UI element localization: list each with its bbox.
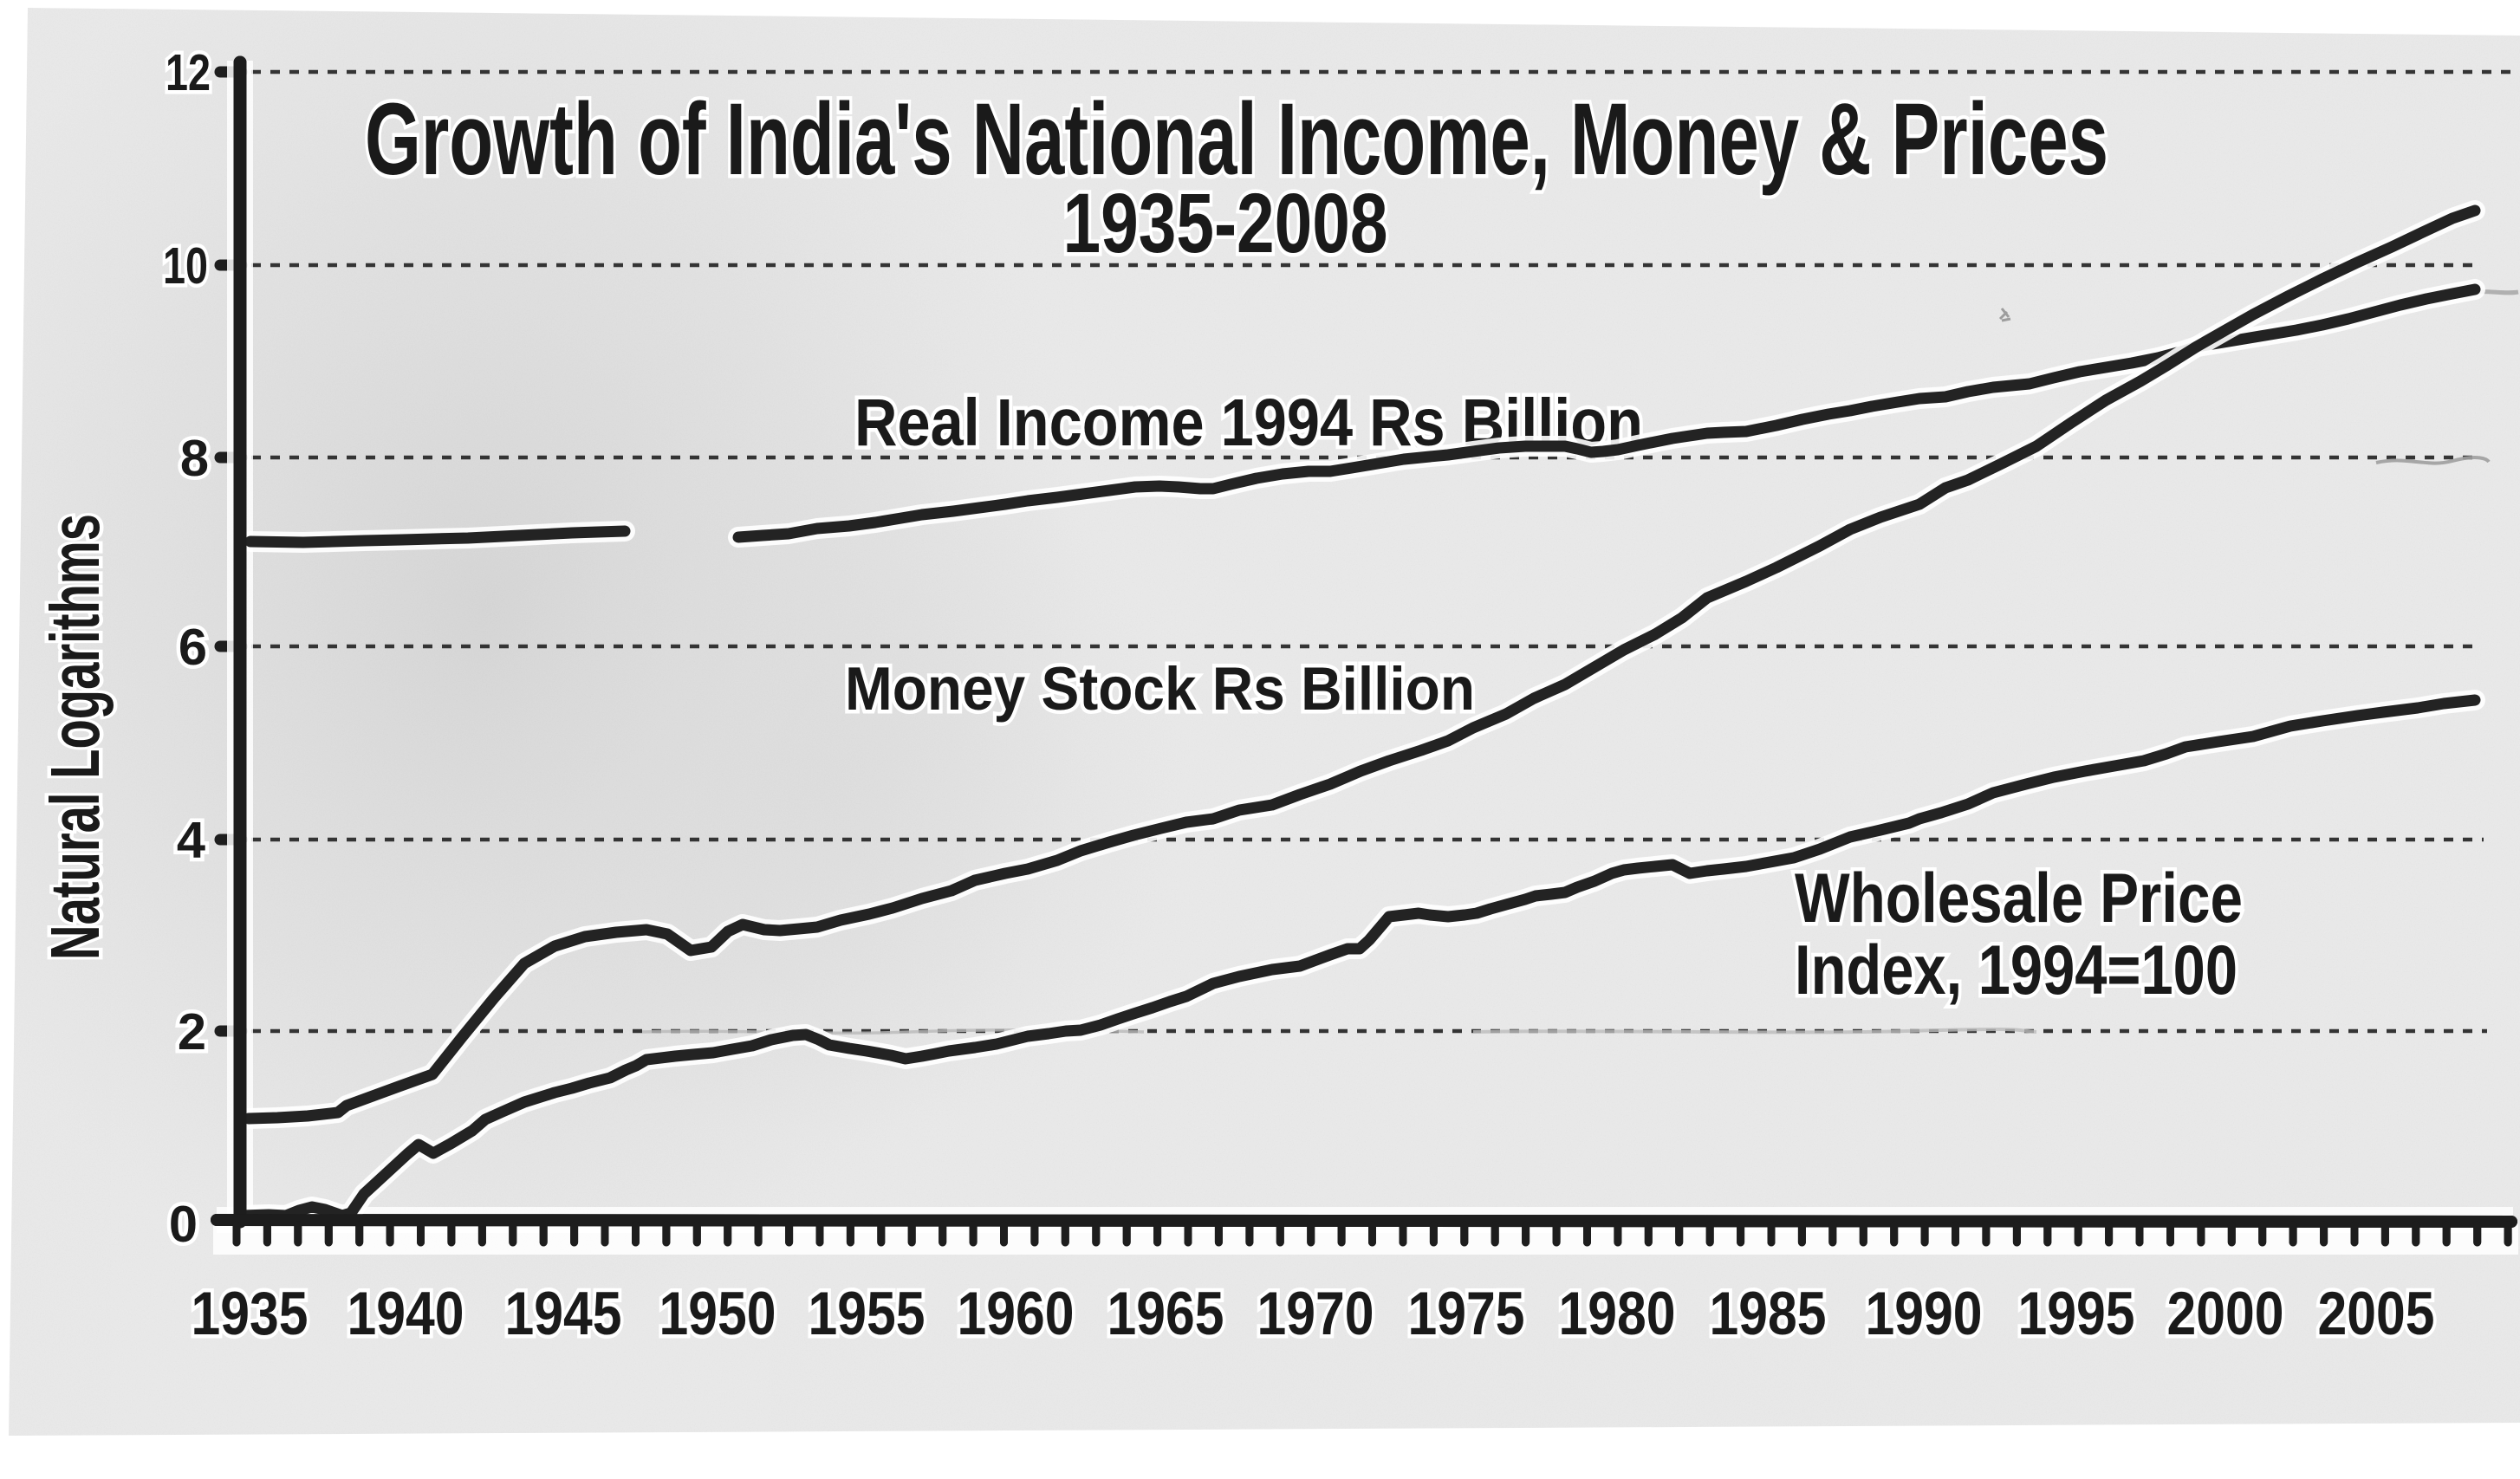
svg-text:1970: 1970 <box>1257 1280 1374 1348</box>
svg-text:4: 4 <box>177 811 205 869</box>
svg-text:Wholesale Price: Wholesale Price <box>1795 860 2243 937</box>
svg-text:1965: 1965 <box>1107 1280 1224 1348</box>
svg-text:6: 6 <box>179 618 207 676</box>
svg-text:2: 2 <box>178 1002 206 1061</box>
svg-text:1985: 1985 <box>1710 1280 1827 1348</box>
svg-text:12: 12 <box>166 43 211 101</box>
svg-text:1945: 1945 <box>505 1280 622 1348</box>
svg-text:1950: 1950 <box>659 1280 776 1348</box>
svg-text:1935: 1935 <box>192 1280 309 1348</box>
svg-text:10: 10 <box>163 237 208 295</box>
svg-text:2005: 2005 <box>2318 1280 2435 1348</box>
svg-text:1980: 1980 <box>1559 1280 1676 1348</box>
svg-text:Growth of India's National Inc: Growth of India's National Income, Money… <box>365 81 2108 196</box>
svg-text:1975: 1975 <box>1408 1280 1525 1348</box>
svg-text:Money Stock Rs Billion: Money Stock Rs Billion <box>845 655 1475 723</box>
svg-text:8: 8 <box>180 429 209 487</box>
svg-text:1955: 1955 <box>809 1280 926 1348</box>
svg-text:2000: 2000 <box>2167 1280 2284 1348</box>
svg-text:1935-2008: 1935-2008 <box>1063 175 1388 270</box>
svg-text:1995: 1995 <box>2018 1280 2135 1348</box>
svg-text:0: 0 <box>169 1195 198 1253</box>
svg-text:Natural Logarithms: Natural Logarithms <box>36 514 114 960</box>
svg-text:1960: 1960 <box>958 1280 1075 1348</box>
svg-text:1940: 1940 <box>347 1280 464 1348</box>
svg-text:1990: 1990 <box>1866 1280 1983 1348</box>
svg-text:Index, 1994=100: Index, 1994=100 <box>1795 931 2237 1009</box>
